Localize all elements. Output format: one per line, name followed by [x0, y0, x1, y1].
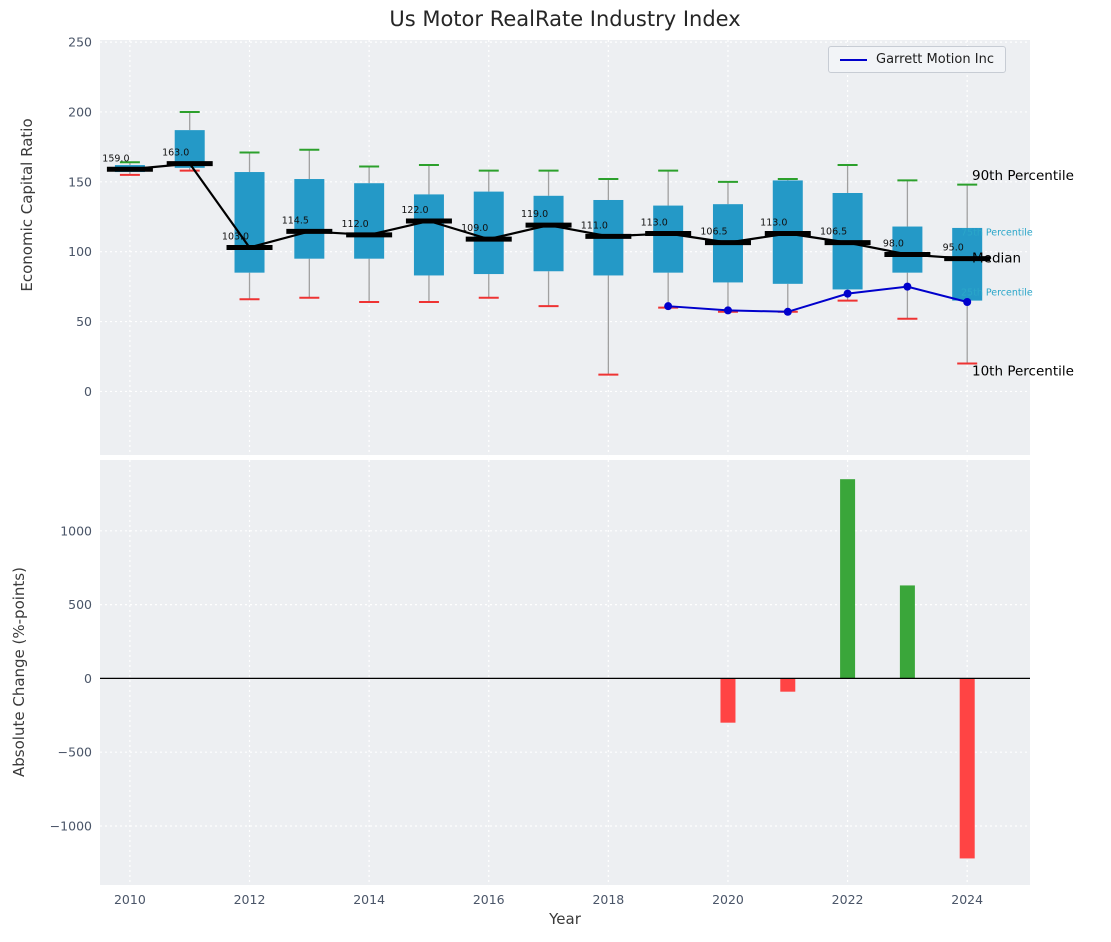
svg-text:106.5: 106.5 [700, 227, 727, 238]
svg-text:Median: Median [972, 250, 1021, 266]
svg-text:2014: 2014 [353, 892, 385, 907]
legend-label: Garrett Motion Inc [876, 52, 994, 67]
svg-text:2016: 2016 [473, 892, 505, 907]
svg-text:250: 250 [68, 35, 92, 50]
svg-text:500: 500 [68, 597, 92, 612]
svg-text:100: 100 [68, 244, 92, 259]
svg-text:2018: 2018 [592, 892, 624, 907]
svg-text:95.0: 95.0 [943, 243, 964, 254]
legend: Garrett Motion Inc [828, 46, 1006, 73]
chart-title: Us Motor RealRate Industry Index [389, 7, 741, 31]
svg-text:159.0: 159.0 [102, 153, 129, 164]
svg-text:113.0: 113.0 [641, 218, 668, 229]
svg-text:2010: 2010 [114, 892, 146, 907]
svg-text:10th Percentile: 10th Percentile [972, 363, 1074, 379]
svg-text:98.0: 98.0 [883, 238, 904, 249]
svg-text:2022: 2022 [832, 892, 864, 907]
svg-text:−500: −500 [58, 745, 92, 760]
svg-text:1000: 1000 [60, 523, 92, 538]
svg-text:0: 0 [84, 671, 92, 686]
legend-line-icon [840, 58, 867, 61]
svg-text:200: 200 [68, 104, 92, 119]
top-y-axis-label: Economic Capital Ratio [18, 118, 36, 292]
svg-text:150: 150 [68, 174, 92, 189]
svg-text:2012: 2012 [234, 892, 266, 907]
svg-text:103.0: 103.0 [222, 232, 249, 243]
svg-text:−1000: −1000 [50, 818, 92, 833]
svg-text:90th Percentile: 90th Percentile [972, 168, 1074, 184]
x-axis-label: Year [549, 910, 581, 928]
svg-text:109.0: 109.0 [461, 223, 488, 234]
svg-text:122.0: 122.0 [401, 205, 428, 216]
svg-text:0: 0 [84, 384, 92, 399]
svg-text:113.0: 113.0 [760, 218, 787, 229]
svg-text:163.0: 163.0 [162, 148, 189, 159]
svg-text:111.0: 111.0 [581, 220, 608, 231]
bottom-y-axis-label: Absolute Change (%-points) [10, 567, 28, 777]
svg-text:50: 50 [76, 314, 92, 329]
svg-text:2024: 2024 [951, 892, 983, 907]
svg-text:106.5: 106.5 [820, 227, 847, 238]
svg-text:119.0: 119.0 [521, 209, 548, 220]
svg-text:25th Percentile: 25th Percentile [961, 288, 1033, 299]
svg-text:112.0: 112.0 [342, 219, 369, 230]
svg-text:2020: 2020 [712, 892, 744, 907]
svg-text:114.5: 114.5 [282, 215, 309, 226]
svg-text:75th Percentile: 75th Percentile [961, 228, 1033, 239]
